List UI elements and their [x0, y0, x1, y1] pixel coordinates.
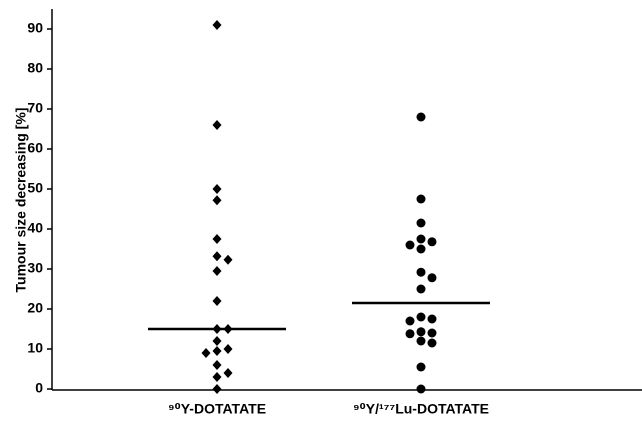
data-point: [416, 327, 426, 337]
data-point: [223, 368, 233, 378]
data-point: [416, 267, 426, 277]
y-tick-label: 60: [27, 140, 43, 156]
y-tick-label: 70: [27, 100, 43, 116]
data-point: [212, 336, 222, 346]
data-point: [405, 316, 415, 326]
data-point: [416, 384, 426, 394]
data-point: [212, 296, 222, 306]
data-point: [201, 348, 211, 358]
data-point: [212, 184, 222, 194]
data-point: [212, 195, 222, 206]
data-point: [212, 360, 222, 370]
data-point: [212, 251, 222, 262]
data-point: [212, 120, 222, 130]
data-point: [223, 254, 233, 265]
data-point: [212, 20, 222, 30]
data-point: [212, 372, 222, 382]
data-point: [405, 329, 415, 339]
y-tick-label: 20: [27, 300, 43, 316]
data-point: [427, 328, 437, 338]
data-point: [416, 362, 426, 372]
data-point: [212, 384, 222, 394]
data-point: [427, 314, 437, 324]
x-tick-label: ⁹⁰Y/¹⁷⁷Lu-DOTATATE: [353, 401, 489, 417]
y-tick-label: 30: [27, 260, 43, 276]
data-point: [416, 194, 426, 204]
y-axis-label: Tumour size decreasing [%]: [13, 108, 29, 293]
data-point: [416, 312, 426, 322]
data-point: [223, 344, 233, 354]
data-point: [427, 273, 437, 283]
data-point: [405, 240, 415, 250]
y-tick-label: 90: [27, 20, 43, 36]
data-point: [416, 244, 426, 254]
data-point: [416, 218, 426, 228]
data-point: [212, 234, 222, 244]
y-tick-label: 0: [35, 380, 43, 396]
y-tick-label: 50: [27, 180, 43, 196]
data-point: [416, 234, 426, 244]
data-point: [212, 346, 222, 356]
y-tick-label: 40: [27, 220, 43, 236]
data-point: [416, 336, 426, 346]
x-tick-label: ⁹⁰Y-DOTATATE: [168, 401, 266, 417]
data-point: [427, 237, 437, 247]
data-point: [416, 112, 426, 122]
y-tick-label: 80: [27, 60, 43, 76]
y-tick-label: 10: [27, 340, 43, 356]
data-point: [212, 266, 222, 276]
data-point: [416, 284, 426, 294]
data-point: [427, 338, 437, 348]
